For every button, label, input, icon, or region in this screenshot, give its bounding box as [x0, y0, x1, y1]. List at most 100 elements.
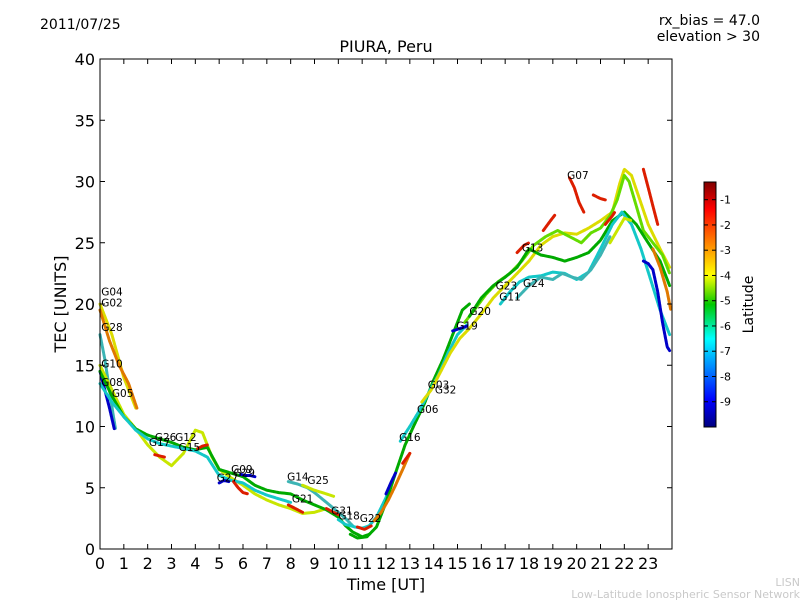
series-layer [98, 167, 673, 540]
satellite-label-g11: G11 [499, 291, 521, 303]
colorbar-tick-label: -2 [720, 219, 731, 232]
x-ticks: 0 1 2 3 4 5 6 7 8 9 10 11 12 13 14 15 16 17 18 19 20 21 22 23 [95, 59, 658, 573]
series-trace-12 [286, 503, 305, 514]
x-tick-label: 13 [400, 554, 420, 573]
satellite-label-g24: G24 [523, 278, 545, 290]
series-trace-21 [384, 471, 397, 496]
satellite-label-g17: G17 [149, 437, 171, 449]
series-trace-23 [451, 324, 469, 333]
satellite-label-g07: G07 [567, 170, 589, 182]
colorbar-tick-label: -6 [720, 320, 731, 333]
x-tick-label: 6 [238, 554, 248, 573]
x-tick-label: 15 [447, 554, 467, 573]
series-trace-3 [98, 369, 116, 431]
series-trace-1 [98, 308, 139, 410]
satellite-label-g06: G06 [417, 404, 439, 416]
x-tick-label: 21 [590, 554, 610, 573]
chart-title: PIURA, Peru [339, 37, 433, 56]
colorbar-tick-label: -7 [720, 345, 731, 358]
colorbar-tick-label: -5 [720, 295, 731, 308]
satellite-label-g26: G26 [155, 432, 177, 444]
colorbar-tick-label: -4 [720, 269, 731, 282]
satellite-label-g14: G14 [287, 471, 309, 483]
x-tick-label: 20 [566, 554, 586, 573]
x-tick-label: 12 [376, 554, 396, 573]
colorbar-tick-label: -9 [720, 396, 731, 409]
series-trace-31 [568, 176, 586, 214]
series-trace-28 [515, 235, 612, 300]
y-tick-label: 30 [75, 173, 95, 192]
series-trace-5 [98, 369, 371, 539]
series-trace-33 [603, 210, 617, 226]
y-tick-label: 15 [75, 356, 95, 375]
rx-bias-label: rx_bias = 47.0 [658, 13, 760, 29]
series-trace-19 [372, 451, 412, 523]
series-trace-0 [98, 302, 138, 410]
satellite-label-g13: G13 [522, 242, 544, 254]
satellite-label-g15: G15 [179, 442, 201, 454]
x-tick-label: 3 [166, 554, 176, 573]
colorbar-tick-label: -1 [720, 194, 731, 207]
series-trace-16 [336, 476, 395, 530]
satellite-label-g29: G29 [233, 468, 255, 480]
series-trace-15 [324, 507, 340, 517]
y-tick-label: 40 [75, 50, 95, 69]
series-trace-37 [608, 216, 633, 245]
satellite-label-g32: G32 [435, 384, 457, 396]
date-label: 2011/07/25 [40, 17, 121, 33]
series-trace-9 [232, 480, 250, 496]
x-tick-label: 5 [214, 554, 224, 573]
series-trace-11 [239, 472, 257, 479]
series-trace-17 [355, 524, 374, 531]
series-trace-35 [641, 259, 672, 353]
series-trace-26 [467, 210, 672, 318]
series-trace-34 [641, 167, 660, 226]
series-trace-20 [401, 451, 412, 465]
y-tick-label: 10 [75, 418, 95, 437]
satellite-label-g10: G10 [101, 359, 123, 371]
satellite-label-g02: G02 [101, 297, 123, 309]
satellite-label-g04: G04 [101, 286, 123, 298]
x-tick-label: 1 [119, 554, 129, 573]
satellite-label-g20: G20 [469, 306, 491, 318]
satellite-label-g19: G19 [456, 321, 478, 333]
series-trace-10 [217, 478, 231, 485]
x-axis-label: Time [UT] [346, 575, 425, 594]
plot-frame [99, 58, 673, 550]
y-tick-label: 25 [75, 234, 95, 253]
x-tick-label: 8 [286, 554, 296, 573]
y-tick-label: 5 [85, 479, 95, 498]
colorbar-ticks: -1 -2 -3 -4 -5 -6 -7 -8 -9 [704, 194, 731, 409]
colorbar [703, 181, 717, 428]
x-tick-label: 22 [614, 554, 634, 573]
satellite-label-g18: G18 [338, 511, 360, 523]
series-trace-13 [286, 480, 355, 528]
y-axis-label: TEC [UNITS] [51, 256, 70, 354]
x-tick-label: 4 [190, 554, 200, 573]
series-trace-4 [98, 363, 328, 515]
series-trace-32 [591, 193, 607, 202]
satellite-label-g27: G27 [217, 473, 239, 485]
satellite-label-g16: G16 [399, 432, 421, 444]
series-trace-7 [153, 453, 166, 459]
x-tick-label: 23 [638, 554, 658, 573]
satellite-label-g28: G28 [101, 322, 123, 334]
satellite-label-g31: G31 [331, 506, 353, 518]
footer-network-name: Low-Latitude Ionospheric Sensor Network [571, 588, 800, 601]
x-tick-label: 19 [543, 554, 563, 573]
satellite-label-g03: G03 [428, 380, 450, 392]
y-tick-label: 0 [85, 540, 95, 559]
colorbar-tick-label: -8 [720, 370, 731, 383]
x-tick-label: 7 [262, 554, 272, 573]
series-trace-30 [541, 213, 557, 232]
series-trace-36 [651, 247, 673, 312]
satellite-label-g21: G21 [292, 493, 314, 505]
elevation-label: elevation > 30 [656, 29, 760, 45]
series-trace-8 [196, 443, 209, 451]
satellite-label-g08: G08 [101, 377, 123, 389]
x-tick-label: 18 [519, 554, 539, 573]
colorbar-tick-label: -3 [720, 244, 731, 257]
x-tick-label: 9 [309, 554, 319, 573]
